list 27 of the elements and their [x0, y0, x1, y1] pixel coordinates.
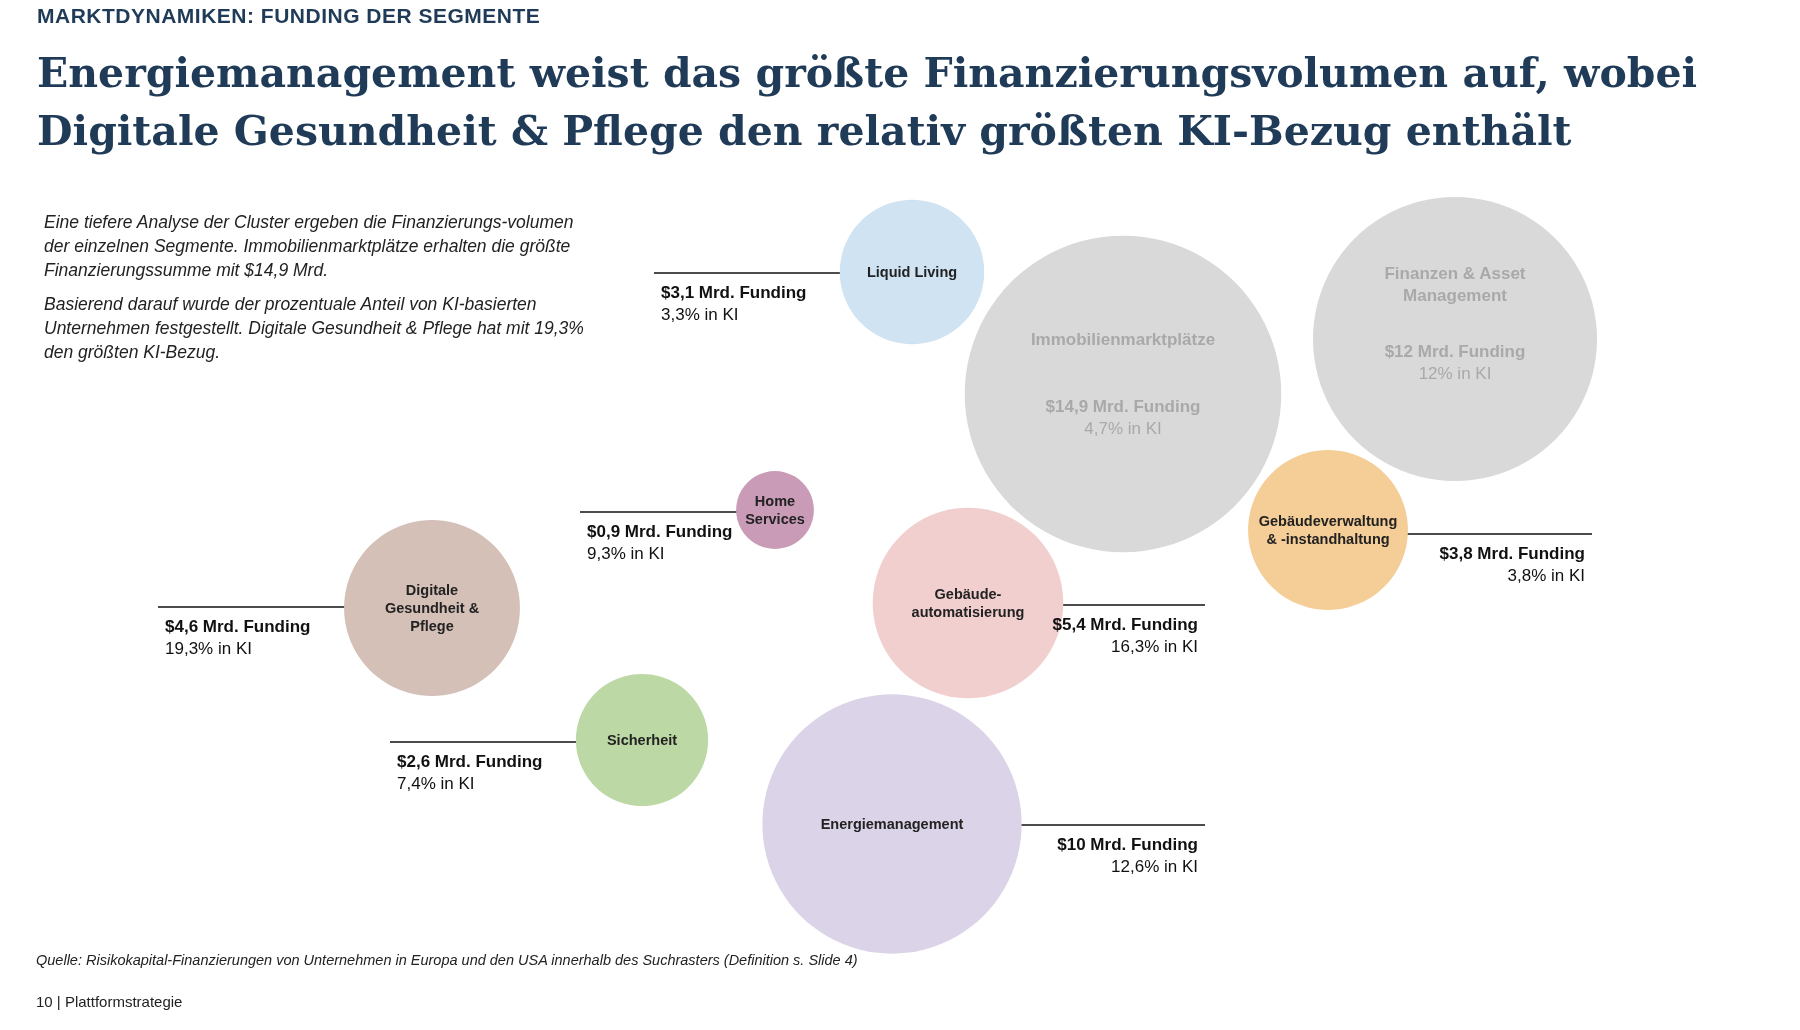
data-label: $3,1 Mrd. Funding [661, 282, 807, 302]
category-label: Gebäude- automatisierung [911, 586, 1025, 620]
data-label: $10 Mrd. Funding [1057, 834, 1198, 854]
data-label: 7,4% in KI [397, 773, 475, 793]
data-label: 3,3% in KI [661, 304, 739, 324]
data-label: $2,6 Mrd. Funding [397, 751, 543, 771]
source-note: Quelle: Risikokapital-Finanzierungen von Unternehmen in Europa und den USA innerhalb des Suchrasters (Definition s. Slide 4) [36, 952, 858, 968]
category-label: Energiemanagement [820, 816, 964, 832]
category-label: Liquid Living [866, 264, 958, 280]
category-label: Sicherheit [606, 732, 678, 748]
data-label: $0,9 Mrd. Funding [587, 521, 733, 541]
text: Eine tiefere Analyse der Cluster ergeben die Finanzierungs-volumen der einzelnen Segmente. Immobilienmarktplätze erhalten die größte Finanzierungssumme mit $14,9 Mrd. [44, 211, 575, 282]
data-label: $4,6 Mrd. Funding [165, 616, 311, 636]
data-label: 19,3% in KI [165, 638, 252, 658]
text: Basierend darauf wurde der prozentuale Anteil von KI-basierten Unternehmen festgestellt. Digitale Gesundheit & Pflege hat mit 19,3% den größten KI-Bezug. [44, 293, 585, 364]
data-label: $5,4 Mrd. Funding [1052, 614, 1198, 634]
data-label: $3,8 Mrd. Funding [1439, 543, 1585, 563]
category-label: Digitale Gesundheit & Pflege [384, 582, 480, 634]
data-label: 3,8% in KI [1507, 565, 1585, 585]
category-label: Gebäudeverwaltung & -instandhaltung [1258, 513, 1398, 547]
category-label: Home Services [745, 493, 805, 527]
text: Energiemanagement weist das größte Finanzierungsvolumen auf, wobei Digitale Gesundheit & Pflege den relativ größten KI-Bezug enthält [37, 48, 1699, 157]
text: 10 | Plattformstrategie [36, 993, 183, 1010]
data-label: 16,3% in KI [1111, 636, 1198, 656]
text: MARKTDYNAMIKEN: FUNDING DER SEGMENTE [37, 4, 541, 28]
data-label: 9,3% in KI [587, 543, 665, 563]
data-label: 12,6% in KI [1111, 856, 1198, 876]
